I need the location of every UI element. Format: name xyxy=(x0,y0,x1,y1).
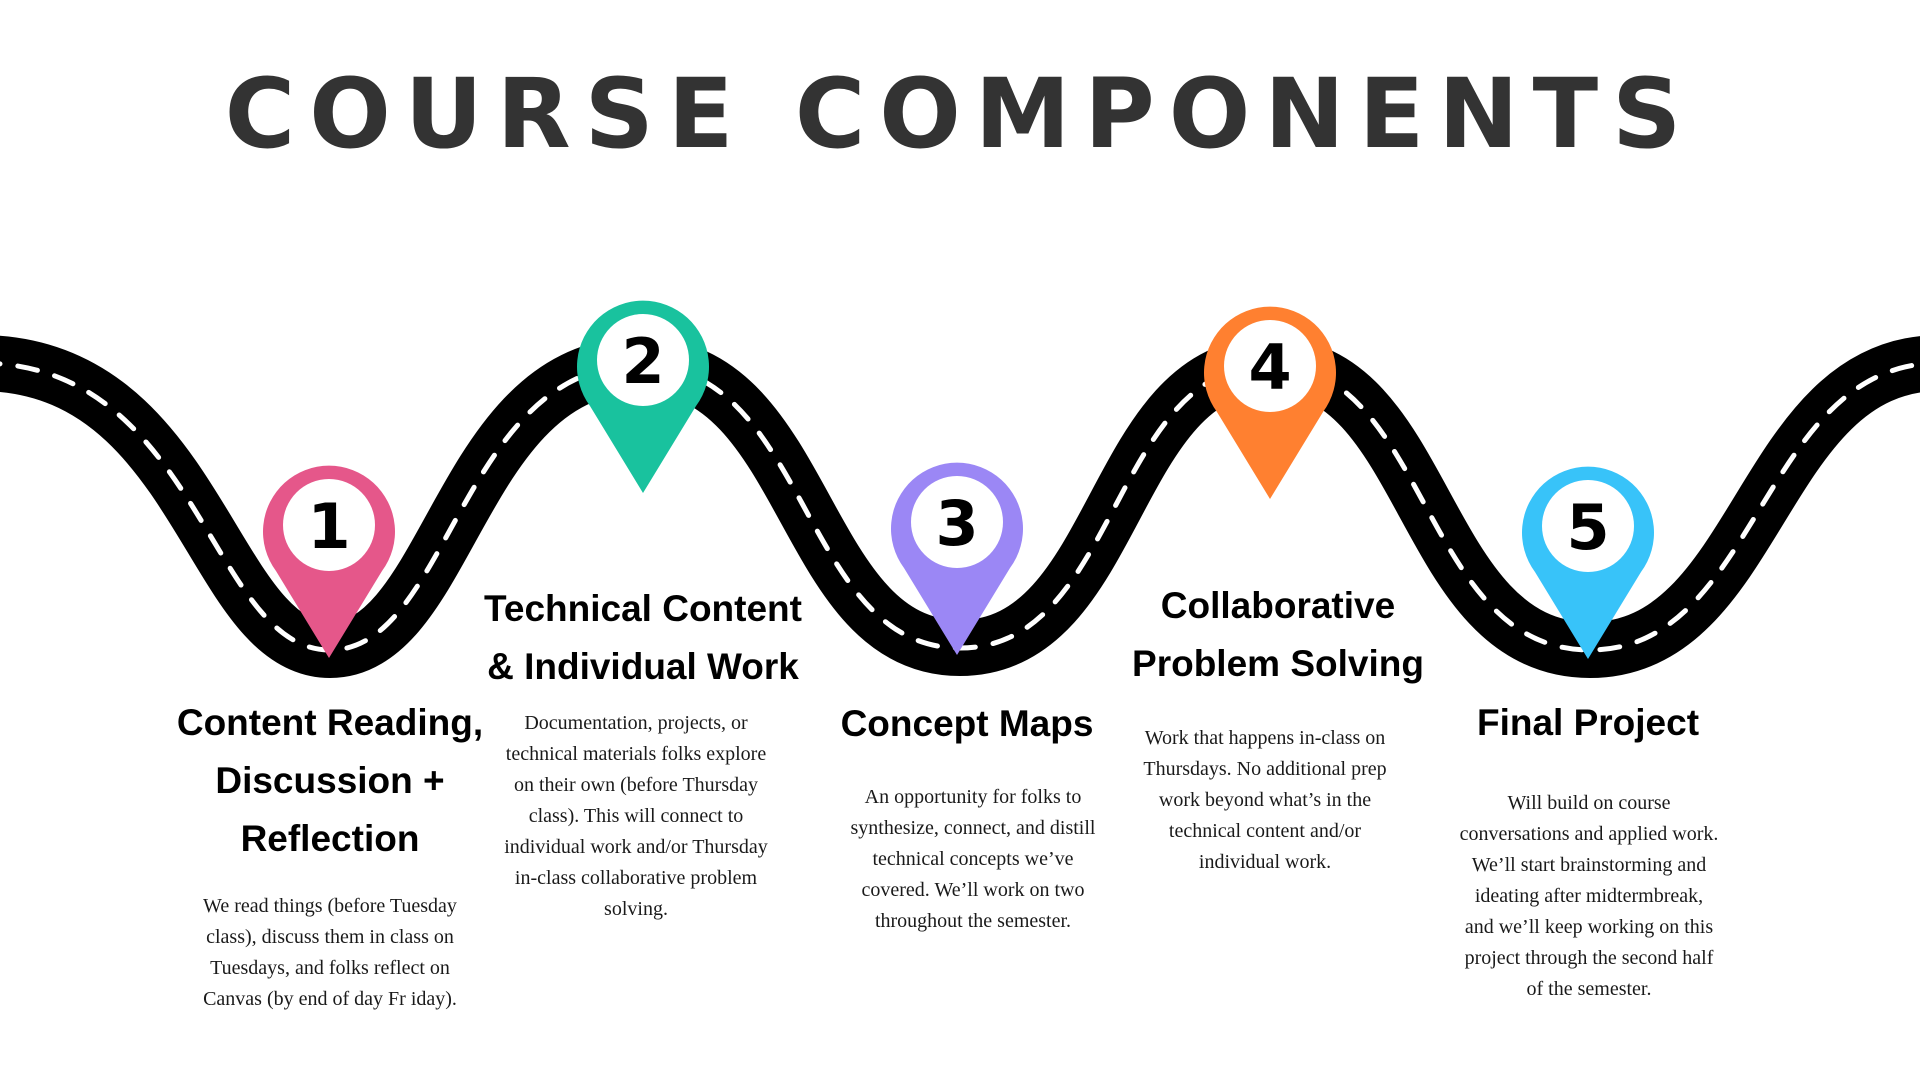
component-4-description: Work that happens in-class on Thursdays.… xyxy=(1143,727,1387,873)
component-2-heading: Technical Content & Individual Work xyxy=(484,588,802,687)
map-pin-4-icon: 4 xyxy=(1204,306,1336,499)
map-pin-2-icon: 2 xyxy=(577,300,709,493)
pin-3-number: 3 xyxy=(935,487,978,560)
map-pin-1-icon: 1 xyxy=(263,465,395,658)
page-title: COURSE COMPONENTS xyxy=(224,58,1696,170)
component-4-heading: Collaborative Problem Solving xyxy=(1132,585,1424,684)
component-3-heading: Concept Maps xyxy=(840,703,1094,744)
component-1-heading: Content Reading, Discussion + Reflection xyxy=(176,702,484,859)
pin-5-number: 5 xyxy=(1566,491,1609,564)
component-2-description: Documentation, projects, or technical ma… xyxy=(504,712,768,920)
component-1-description: We read things (before Tuesday class), d… xyxy=(203,895,457,1010)
map-pin-3-icon: 3 xyxy=(891,462,1023,655)
component-5-heading: Final Project xyxy=(1476,702,1700,743)
map-pin-5-icon: 5 xyxy=(1522,466,1654,659)
pin-4-number: 4 xyxy=(1248,331,1291,404)
pin-1-number: 1 xyxy=(307,490,350,563)
pin-2-number: 2 xyxy=(621,325,664,398)
component-5-description: Will build on course conversations and a… xyxy=(1459,792,1719,1000)
component-3-description: An opportunity for folks to synthesize, … xyxy=(850,786,1096,932)
